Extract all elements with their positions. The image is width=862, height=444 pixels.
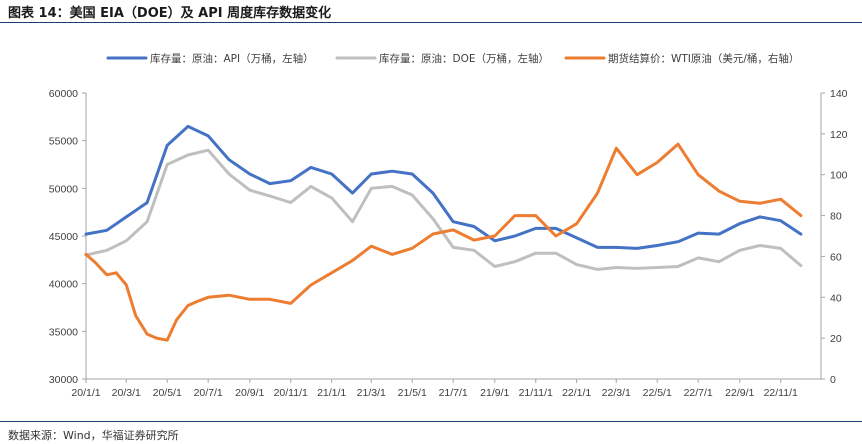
x-tick-label: 21/7/1 xyxy=(439,387,468,399)
x-tick-label: 21/11/1 xyxy=(519,387,553,399)
series-line-wti xyxy=(84,142,803,342)
y-left-tick-label: 45000 xyxy=(49,231,78,243)
y-left-tick-label: 30000 xyxy=(49,374,78,386)
x-tick-label: 20/5/1 xyxy=(153,387,182,399)
y-right-tick-label: 40 xyxy=(830,292,842,304)
x-tick-label: 22/5/1 xyxy=(643,387,672,399)
y-left-tick-label: 60000 xyxy=(49,88,78,100)
source-note: 数据来源：Wind，华福证券研究所 xyxy=(8,429,179,442)
y-right-tick-label: 20 xyxy=(830,333,842,345)
x-tick-label: 20/1/1 xyxy=(71,387,100,399)
x-tick-label: 21/9/1 xyxy=(480,387,509,399)
y-left-tick-label: 50000 xyxy=(49,183,78,195)
x-tick-label: 22/3/1 xyxy=(602,387,631,399)
y-right-tick-label: 100 xyxy=(830,170,848,182)
x-tick-label: 22/9/1 xyxy=(725,387,754,399)
y-right-tick-label: 120 xyxy=(830,129,848,141)
y-right-tick-label: 140 xyxy=(830,88,848,100)
x-tick-label: 20/7/1 xyxy=(194,387,223,399)
y-left-tick-label: 40000 xyxy=(49,279,78,291)
legend-label-api: 库存量：原油：API（万桶，左轴） xyxy=(150,52,314,65)
title-rule xyxy=(0,22,862,23)
chart-canvas: 库存量：原油：API（万桶，左轴） 库存量：原油：DOE（万桶，左轴） 期货结算价：… xyxy=(49,52,848,399)
chart-title: 图表 14：美国 EIA（DOE）及 API 周度库存数据变化 xyxy=(8,6,332,21)
x-tick-label: 20/9/1 xyxy=(235,387,264,399)
legend-label-doe: 库存量：原油：DOE（万桶，左轴） xyxy=(379,52,549,65)
x-tick-label: 21/1/1 xyxy=(317,387,346,399)
x-tick-label: 21/5/1 xyxy=(398,387,427,399)
x-tick-label: 22/11/1 xyxy=(764,387,798,399)
plot-area xyxy=(84,124,803,342)
y-right-tick-label: 80 xyxy=(830,211,842,223)
x-tick-label: 22/7/1 xyxy=(684,387,713,399)
x-tick-label: 21/3/1 xyxy=(357,387,386,399)
x-tick-label: 22/1/1 xyxy=(562,387,591,399)
y-right-tick-label: 60 xyxy=(830,251,842,263)
series-line-api xyxy=(84,124,803,250)
axes: 30000 35000 40000 45000 50000 55000 60000 0 20 40… xyxy=(49,88,848,399)
y-right-tick-label: 0 xyxy=(830,374,836,386)
x-tick-label: 20/3/1 xyxy=(112,387,141,399)
y-left-tick-label: 35000 xyxy=(49,326,78,338)
x-tick-label: 20/11/1 xyxy=(274,387,308,399)
legend-label-wti: 期货结算价：WTI原油（美元/桶，右轴） xyxy=(608,52,799,65)
legend: 库存量：原油：API（万桶，左轴） 库存量：原油：DOE（万桶，左轴） 期货结算价：… xyxy=(106,52,799,65)
y-left-tick-label: 55000 xyxy=(49,136,78,148)
footer-rule xyxy=(0,421,862,422)
